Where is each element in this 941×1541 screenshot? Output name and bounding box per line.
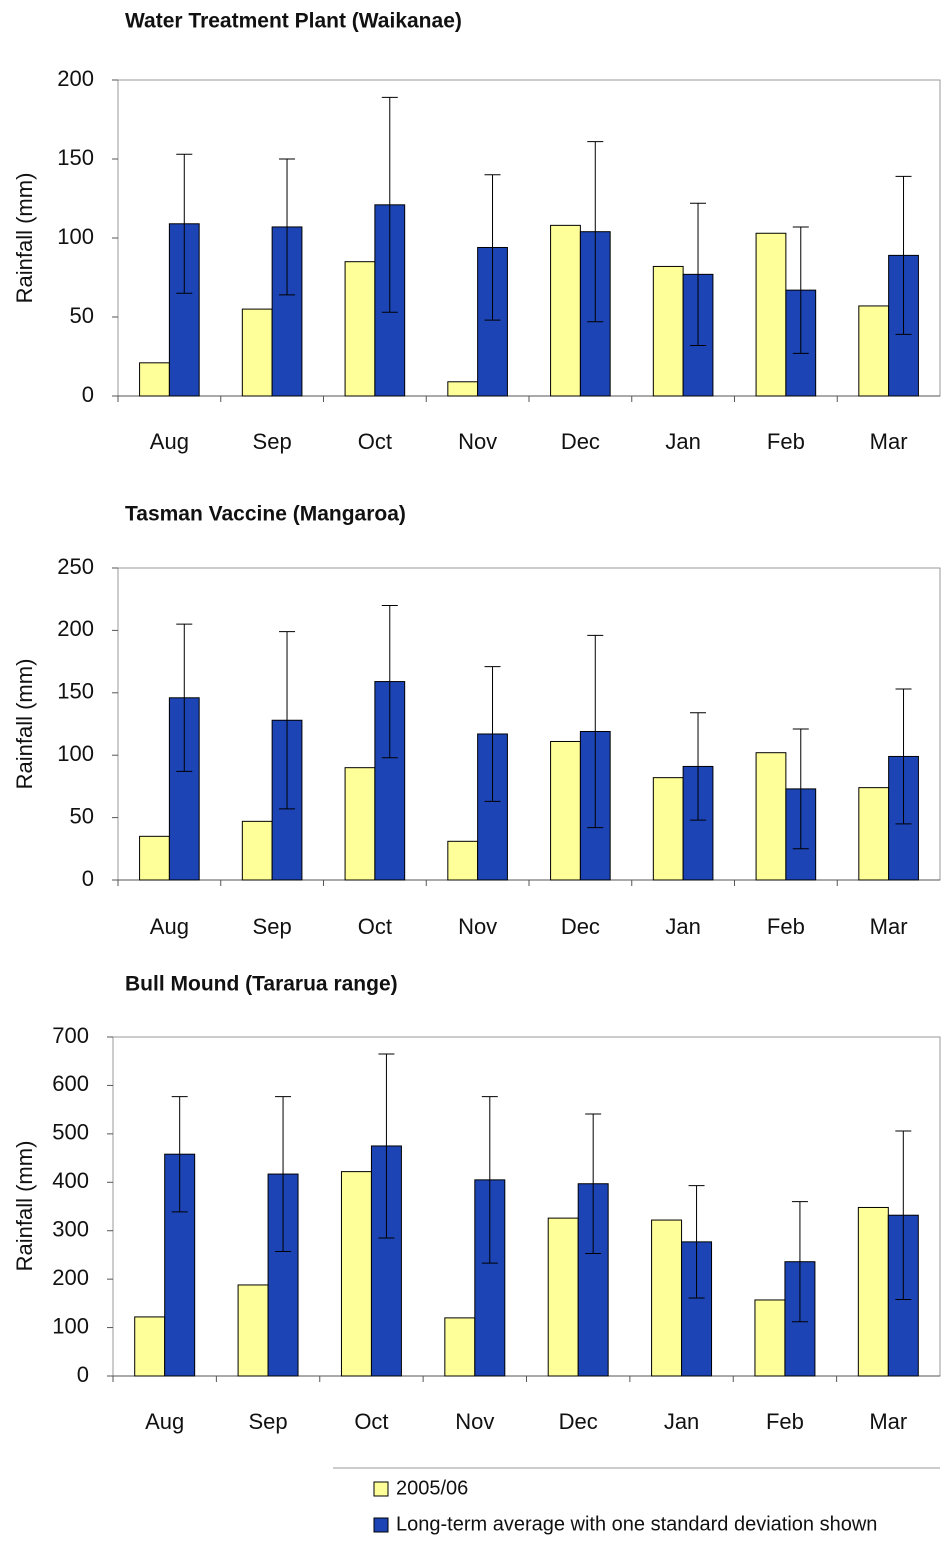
bar <box>241 820 273 881</box>
y-tick-label: 0 <box>82 866 94 891</box>
y-tick-label: 400 <box>52 1168 89 1193</box>
x-tick-label: Feb <box>766 1409 804 1434</box>
bar <box>237 1284 269 1377</box>
plot-area <box>117 79 941 397</box>
bar <box>652 265 684 397</box>
bar <box>340 1171 372 1377</box>
y-tick-label: 100 <box>52 1313 89 1338</box>
y-tick-label: 0 <box>82 382 94 407</box>
y-tick-label: 100 <box>57 224 94 249</box>
x-tick-label: Feb <box>767 914 805 939</box>
bar <box>139 835 170 881</box>
bar <box>652 777 684 881</box>
y-axis-label: Rainfall (mm) <box>12 173 37 304</box>
x-tick-label: Jan <box>664 1409 699 1434</box>
legend-label: Long-term average with one standard devi… <box>396 1513 877 1535</box>
legend-swatch <box>373 1481 389 1497</box>
x-tick-label: Feb <box>767 429 805 454</box>
x-tick-label: Sep <box>253 429 292 454</box>
x-tick-label: Dec <box>561 429 600 454</box>
bar <box>344 767 376 881</box>
x-tick-label: Mar <box>869 1409 907 1434</box>
x-tick-label: Mar <box>870 429 908 454</box>
y-tick-label: 0 <box>77 1362 89 1387</box>
x-tick-label: Oct <box>358 914 392 939</box>
y-axis-label: Rainfall (mm) <box>12 1141 37 1272</box>
y-tick-label: 200 <box>57 616 94 641</box>
y-tick-label: 700 <box>52 1023 89 1048</box>
bar <box>344 261 376 397</box>
x-tick-label: Oct <box>354 1409 388 1434</box>
y-tick-label: 600 <box>52 1071 89 1096</box>
bar <box>651 1219 683 1377</box>
y-axis-label: Rainfall (mm) <box>12 659 37 790</box>
legend-label: 2005/06 <box>396 1477 468 1499</box>
bar <box>858 305 890 397</box>
bar <box>755 232 787 397</box>
x-tick-label: Mar <box>870 914 908 939</box>
y-tick-label: 150 <box>57 679 94 704</box>
y-tick-label: 50 <box>70 303 94 328</box>
chart-title: Bull Mound (Tararua range) <box>125 973 398 996</box>
legend-swatch <box>373 1517 389 1533</box>
bar <box>134 1316 166 1377</box>
x-tick-label: Aug <box>145 1409 184 1434</box>
x-tick-label: Jan <box>665 429 700 454</box>
x-tick-label: Oct <box>358 429 392 454</box>
chart-title: Water Treatment Plant (Waikanae) <box>125 10 462 33</box>
y-tick-label: 500 <box>52 1120 89 1145</box>
bar <box>139 362 170 397</box>
y-tick-label: 250 <box>57 554 94 579</box>
y-tick-label: 200 <box>57 66 94 91</box>
bar <box>858 787 890 881</box>
x-tick-label: Sep <box>253 914 292 939</box>
y-tick-label: 300 <box>52 1217 89 1242</box>
bar <box>857 1206 889 1377</box>
x-tick-label: Jan <box>665 914 700 939</box>
plot-area <box>112 1036 941 1377</box>
y-tick-label: 100 <box>57 741 94 766</box>
x-tick-label: Aug <box>150 914 189 939</box>
y-tick-label: 150 <box>57 145 94 170</box>
bar <box>241 308 273 397</box>
bar <box>755 752 787 881</box>
x-tick-label: Dec <box>559 1409 598 1434</box>
bar <box>550 224 581 397</box>
x-tick-label: Nov <box>455 1409 494 1434</box>
bar <box>444 1317 476 1377</box>
x-tick-label: Aug <box>150 429 189 454</box>
bar <box>547 1217 579 1377</box>
x-tick-label: Nov <box>458 429 497 454</box>
chart-title: Tasman Vaccine (Mangaroa) <box>125 503 406 526</box>
x-tick-label: Nov <box>458 914 497 939</box>
bar <box>447 840 479 881</box>
plot-area <box>117 567 941 881</box>
y-tick-label: 200 <box>52 1265 89 1290</box>
x-tick-label: Sep <box>248 1409 287 1434</box>
bar <box>754 1299 786 1377</box>
x-tick-label: Dec <box>561 914 600 939</box>
bar <box>447 381 479 397</box>
y-tick-label: 50 <box>70 803 94 828</box>
bar <box>550 740 581 881</box>
